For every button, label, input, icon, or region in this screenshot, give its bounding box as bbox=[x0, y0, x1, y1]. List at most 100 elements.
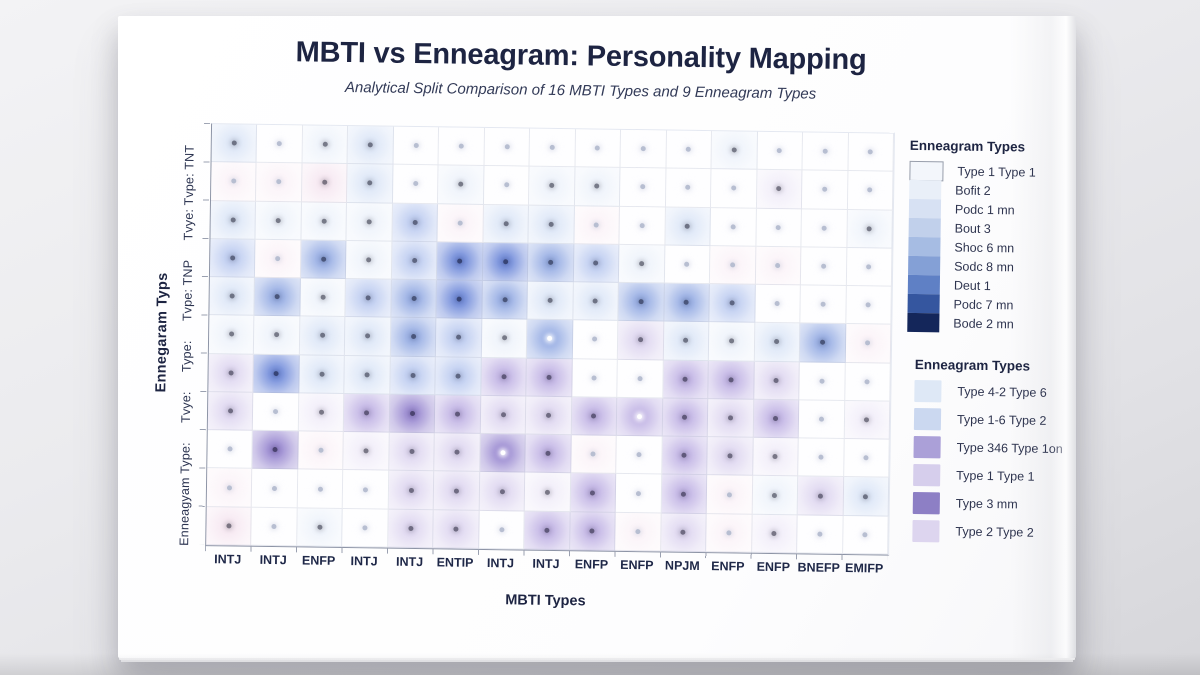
heatmap-cell bbox=[255, 201, 302, 241]
cell-center-dot bbox=[548, 221, 554, 227]
heatmap-cell bbox=[615, 512, 662, 552]
legend-discrete-items: Type 4-2 Type 6 Type 1-6 Type 2 Type 346 T… bbox=[912, 379, 1063, 544]
heatmap-cell bbox=[206, 506, 253, 546]
heatmap-cell bbox=[847, 171, 894, 211]
heatmap-cell bbox=[525, 434, 572, 474]
cell-center-dot bbox=[773, 416, 779, 422]
heatmap-cell bbox=[618, 321, 665, 361]
heatmap-cell bbox=[526, 358, 573, 398]
heatmap-cell bbox=[300, 240, 347, 280]
cell-center-dot bbox=[775, 262, 781, 269]
heatmap-cell bbox=[571, 397, 618, 437]
legend-label: Type 4-2 Type 6 bbox=[957, 384, 1047, 400]
heatmap-cell bbox=[436, 280, 483, 320]
x-tick-label: INTJ bbox=[350, 554, 378, 569]
heatmap-cell bbox=[482, 281, 529, 320]
cell-center-dot bbox=[591, 375, 598, 381]
heatmap-cell bbox=[481, 319, 528, 359]
heatmap-cell bbox=[528, 205, 575, 245]
legend-label: Bofit 2 bbox=[955, 183, 991, 198]
legend-label: Podc 1 mn bbox=[954, 202, 1015, 217]
legend-swatch bbox=[907, 274, 941, 295]
cell-center-dot bbox=[684, 261, 690, 267]
heatmap-cell bbox=[752, 476, 799, 516]
legend-gradient-item: Bode 2 mn bbox=[907, 312, 1034, 334]
cell-center-dot bbox=[817, 493, 823, 499]
x-tick-label: ENFP bbox=[711, 559, 745, 574]
cell-center-dot bbox=[317, 524, 323, 530]
cell-center-dot bbox=[637, 337, 644, 343]
heatmap-cell bbox=[756, 208, 803, 248]
cell-center-dot bbox=[865, 302, 871, 308]
cell-center-dot bbox=[866, 225, 872, 232]
cell-center-dot bbox=[273, 409, 279, 415]
cell-center-dot bbox=[636, 452, 642, 458]
cell-center-dot bbox=[273, 370, 279, 376]
heatmap-cell bbox=[438, 165, 485, 205]
heatmap-cell bbox=[756, 170, 803, 209]
heatmap-cell bbox=[665, 207, 712, 246]
legend-label: Type 3 mm bbox=[955, 496, 1018, 512]
heatmap-cell bbox=[480, 395, 527, 435]
cell-center-dot bbox=[504, 144, 510, 150]
legend-gradient-item: Shoc 6 mn bbox=[908, 236, 1035, 258]
cell-center-dot bbox=[681, 491, 687, 497]
heatmap-cell bbox=[662, 398, 709, 438]
cell-center-dot bbox=[776, 186, 782, 192]
cell-center-dot bbox=[726, 491, 732, 498]
heatmap-cell bbox=[255, 239, 302, 279]
cell-center-dot bbox=[547, 298, 553, 304]
cell-center-dot bbox=[456, 296, 462, 302]
cell-center-dot bbox=[499, 488, 505, 494]
cell-center-dot bbox=[320, 256, 326, 262]
legend-label: Podc 7 mn bbox=[953, 297, 1014, 312]
cell-center-dot bbox=[771, 530, 777, 536]
cell-center-dot bbox=[866, 264, 872, 270]
heatmap-cell bbox=[481, 357, 528, 397]
cell-center-dot bbox=[226, 523, 232, 529]
heatmap-cell bbox=[254, 316, 301, 356]
legend-discrete-item: Type 2 Type 2 bbox=[912, 519, 1061, 544]
heatmap-cell bbox=[707, 437, 754, 477]
legend-discrete-title: Enneagram Types bbox=[914, 356, 1031, 374]
cell-center-dot bbox=[275, 217, 281, 223]
cell-center-dot bbox=[635, 528, 641, 535]
heatmap-cell bbox=[847, 133, 894, 172]
cell-center-dot bbox=[409, 410, 415, 417]
heatmap-cell bbox=[753, 399, 800, 439]
cell-center-dot bbox=[640, 184, 646, 190]
legend-swatch bbox=[908, 255, 941, 276]
cell-center-dot bbox=[499, 450, 506, 456]
heatmap-cell bbox=[208, 315, 255, 355]
cell-center-dot bbox=[545, 412, 552, 418]
cell-center-dot bbox=[772, 492, 778, 498]
cell-center-dot bbox=[683, 299, 690, 306]
cell-center-dot bbox=[230, 217, 236, 223]
heatmap-cell bbox=[211, 124, 258, 164]
heatmap-cell bbox=[343, 432, 390, 472]
heatmap-cell bbox=[345, 317, 392, 357]
legend-swatch bbox=[907, 312, 940, 333]
heatmap-cell bbox=[345, 279, 392, 319]
cell-center-dot bbox=[820, 263, 826, 269]
heatmap-cell bbox=[661, 474, 708, 514]
cell-center-dot bbox=[726, 530, 732, 536]
cell-center-dot bbox=[413, 143, 419, 149]
heatmap-cell bbox=[660, 513, 707, 553]
cell-center-dot bbox=[411, 257, 417, 263]
legend-gradient: Enneagram Types Type 1 Type 1 Bofit 2 Podc… bbox=[907, 138, 1036, 334]
heatmap-cell bbox=[664, 245, 711, 285]
cell-center-dot bbox=[365, 333, 371, 339]
cell-center-dot bbox=[729, 262, 736, 268]
cell-center-dot bbox=[410, 334, 416, 340]
cell-center-dot bbox=[227, 408, 233, 414]
heatmap-cell bbox=[619, 206, 666, 246]
legend-discrete: Enneagram Types Type 4-2 Type 6 Type 1-6 … bbox=[912, 357, 1064, 550]
heatmap-cell bbox=[210, 200, 257, 240]
cell-center-dot bbox=[863, 455, 869, 461]
cell-center-dot bbox=[228, 331, 234, 337]
chart-header: MBTI vs Enneagram: Personality Mapping A… bbox=[101, 34, 1060, 106]
heatmap-cell bbox=[843, 439, 890, 479]
legend-discrete-item: Type 346 Type 1on bbox=[913, 435, 1063, 460]
legend-label: Type 2 Type 2 bbox=[955, 524, 1034, 540]
